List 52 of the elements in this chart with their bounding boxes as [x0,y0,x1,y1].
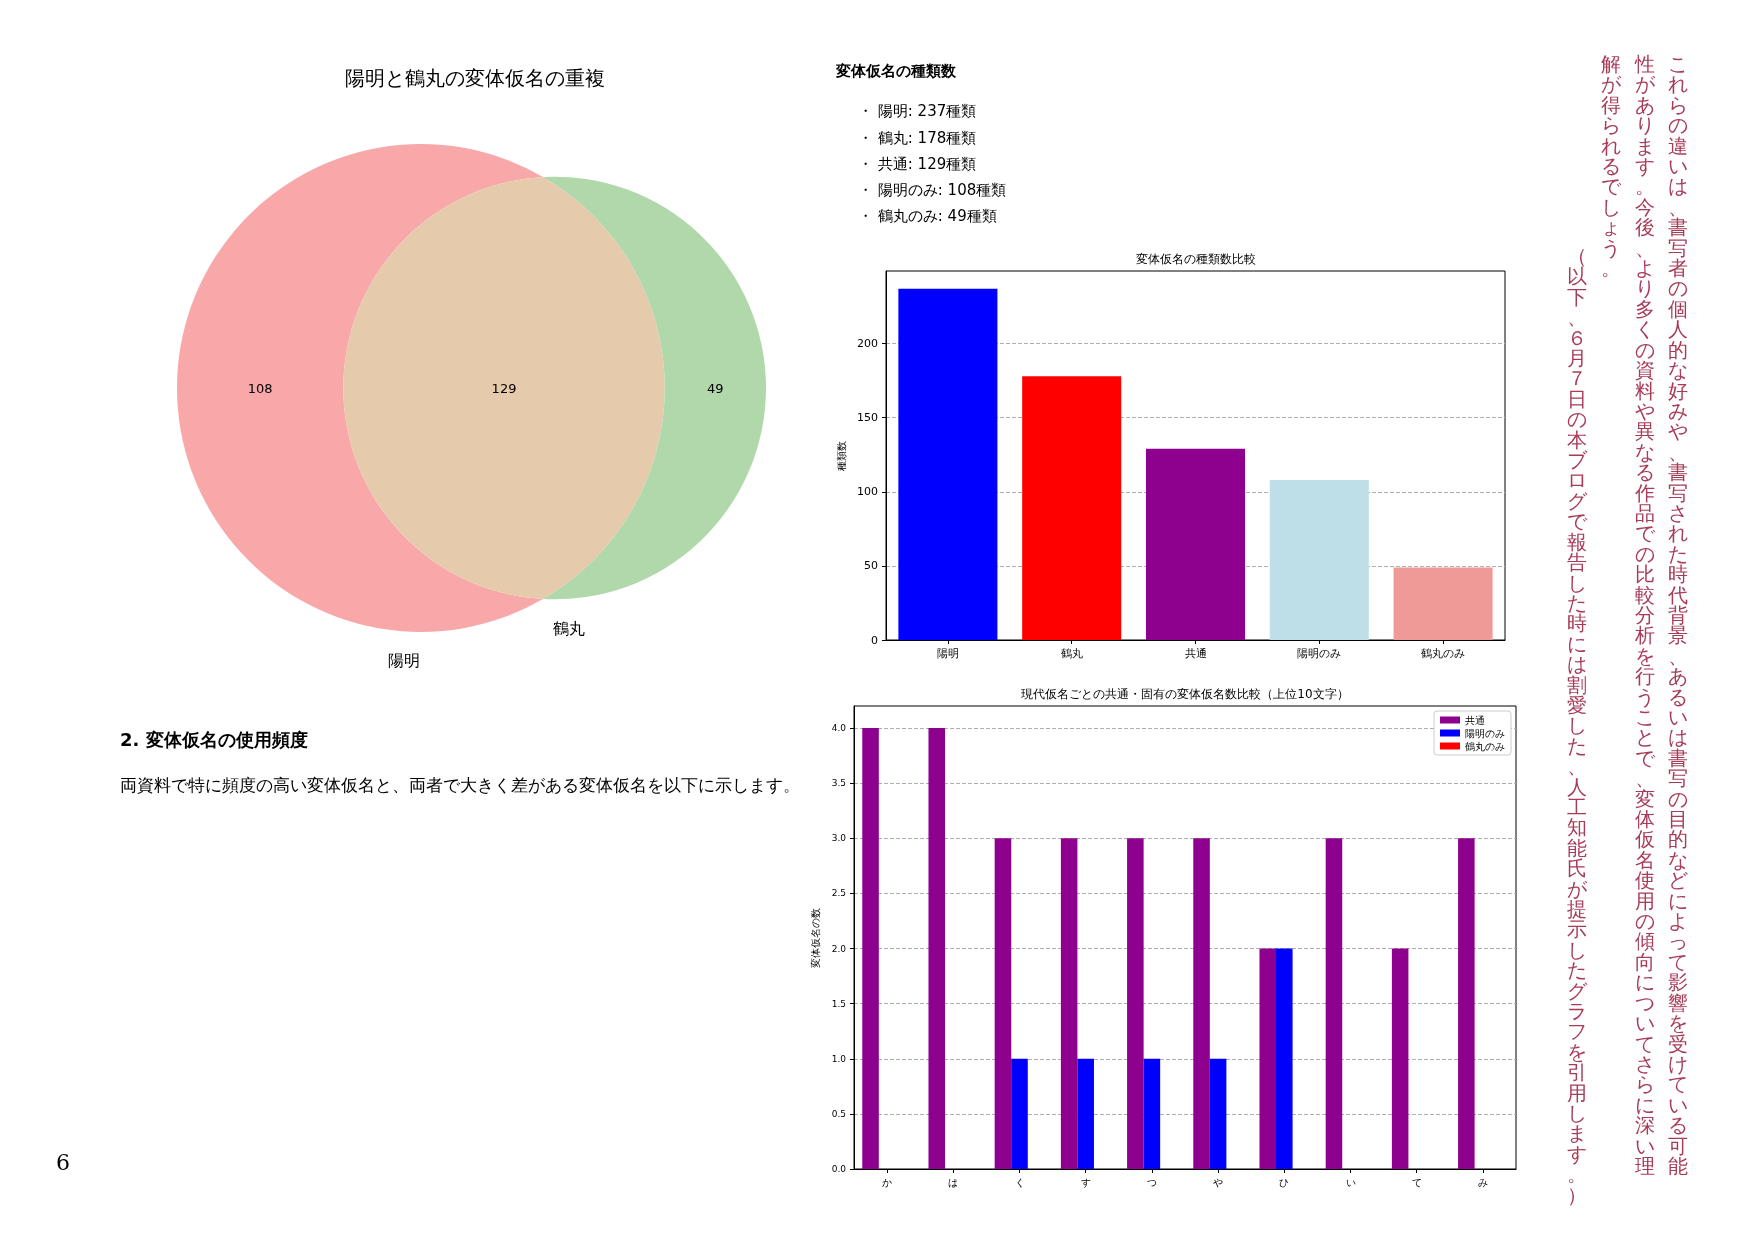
text: ・ 陽明のみ: 108種類 [858,180,1008,202]
text: ・ 鶴丸: 178種類 [858,127,978,149]
legend-label: 鶴丸のみ [1465,740,1505,752]
y-axis-title: 変体仮名の数 [810,907,822,968]
x-tick-label: く [1014,1176,1025,1188]
y-tick-label: 200 [857,337,878,351]
text: 6 [56,1150,71,1175]
y-tick-label: 0 [871,633,878,647]
x-tick-label: い [1345,1176,1356,1188]
y-tick-label: 4.0 [831,723,847,734]
y-axis-title: 種類数 [835,440,847,471]
text: ・ 共通: 129種類 [858,153,978,175]
legend-label: 共通 [1465,714,1485,726]
text: 変体仮名の種類数 [836,61,957,82]
text: 2. 変体仮名の使用頻度 [120,729,308,750]
text: 両資料で特に頻度の高い変体仮名と、両者で大きく差がある変体仮名を以下に示します。 [120,776,800,795]
x-tick-label: 鶴丸のみ [1421,647,1466,660]
text: 陽明と鶴丸の変体仮名の重複 [345,66,605,90]
chart-title: 変体仮名の種類数比較 [1135,252,1256,266]
y-tick-label: 150 [857,411,878,425]
y-tick-label: 100 [857,485,878,499]
data-label: 49 [707,380,724,396]
x-tick-label: 鶴丸 [1060,647,1083,660]
data-label: 129 [491,380,517,396]
chart-title: 現代仮名ごとの共通・固有の変体仮名数比較（上位10文字） [1021,687,1349,701]
text: ・ 陽明: 237種類 [858,101,978,123]
y-tick-label: 3.5 [831,778,846,789]
y-tick-label: 0.5 [831,1108,846,1119]
x-tick-label: つ [1146,1176,1157,1188]
y-tick-label: 1.5 [831,998,846,1009]
x-tick-label: は [948,1176,959,1188]
y-tick-label: 3.0 [831,833,847,844]
y-tick-label: 2.0 [831,943,847,954]
text: （以下、６月７日の本ブログで報告した時には割愛した、人工知能氏が提示したグラフを引用します。） [1567,244,1587,1207]
x-tick-label: 陽明 [936,647,959,660]
x-tick-label: 共通 [1184,647,1207,660]
x-tick-label: み [1477,1176,1488,1188]
y-tick-label: 2.5 [831,888,846,899]
text: ・ 鶴丸のみ: 49種類 [858,206,998,228]
x-tick-label: 陽明のみ [1297,647,1342,660]
text: 鶴丸 [553,618,586,638]
x-tick-label: す [1080,1176,1091,1188]
x-tick-label: や [1213,1176,1224,1188]
y-tick-label: 1.0 [831,1053,847,1064]
legend-label: 陽明のみ [1465,727,1505,739]
x-tick-label: て [1411,1176,1422,1188]
text: これらの違いは、書写者の個人的な好みや、書写された時代背景、あるいは書写の目的などによって影響を受けている可能性があります。今後、より多くの資料や異なる作品での比較分析を行うことで、変体仮名使用の傾向についてさらに深い理解が得られるでしょう。 [1601,52,1688,1178]
x-tick-label: ひ [1279,1176,1290,1188]
y-tick-label: 50 [864,559,878,573]
y-tick-label: 0.0 [831,1164,847,1174]
data-label: 108 [247,380,273,396]
x-tick-label: か [882,1176,893,1188]
